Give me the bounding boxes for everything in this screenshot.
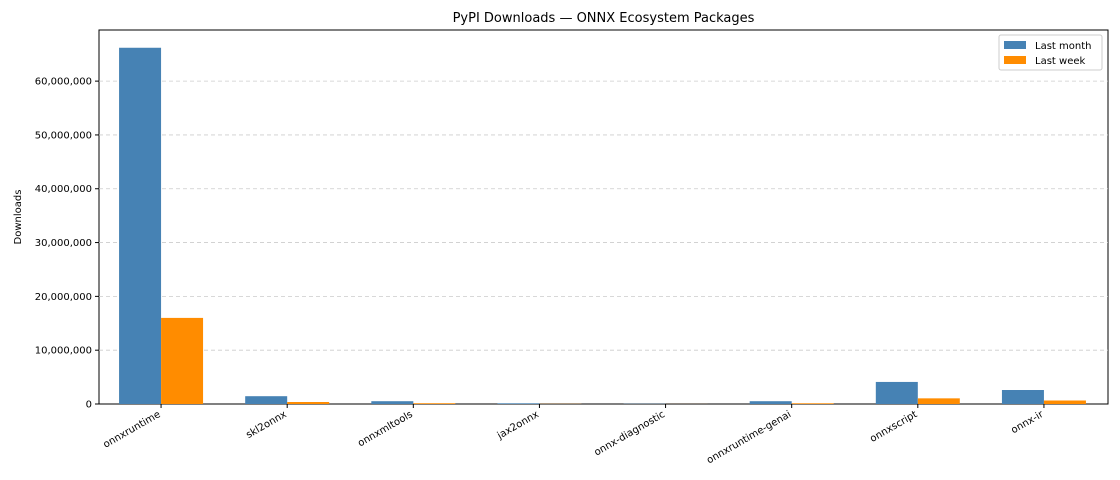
- y-axis-label: Downloads: [13, 190, 24, 245]
- x-tick-label: onnx-ir: [1009, 409, 1046, 437]
- bar-last-month: [371, 401, 414, 404]
- x-tick-label: onnxmltools: [356, 409, 415, 449]
- bar-last-month: [119, 47, 162, 405]
- y-tick-label: 0: [86, 400, 92, 411]
- x-axis: onnxruntime skl2onnx onnxmltools jax2onnx on…: [102, 404, 1046, 466]
- bar-last-month: [749, 401, 792, 404]
- x-tick-label: onnxruntime: [102, 409, 163, 451]
- x-tick-label: onnx-diagnostic: [592, 409, 667, 458]
- y-tick-label: 40,000,000: [35, 184, 92, 195]
- y-tick-label: 10,000,000: [35, 346, 92, 357]
- bar-last-week: [1043, 400, 1086, 404]
- legend: Last month Last week: [998, 34, 1103, 71]
- legend-label: Last week: [1035, 56, 1085, 67]
- legend-swatch: [1004, 56, 1026, 64]
- bars: [119, 47, 1086, 405]
- y-tick-label: 30,000,000: [35, 238, 92, 249]
- bar-last-month: [497, 403, 540, 404]
- x-tick-label: onnxscript: [868, 409, 919, 445]
- bar-last-week: [917, 398, 960, 404]
- bar-last-month: [875, 381, 918, 404]
- y-tick-label: 60,000,000: [35, 77, 92, 88]
- legend-label: Last month: [1035, 41, 1091, 52]
- grid-lines: [99, 80, 1108, 351]
- bar-last-week: [287, 402, 330, 404]
- x-tick-label: jax2onnx: [495, 409, 541, 442]
- y-axis: 0 10,000,000 20,000,000 30,000,000 40,000,00…: [35, 77, 99, 411]
- x-tick-label: onnxruntime-genai: [705, 409, 793, 466]
- bar-last-month: [245, 396, 288, 404]
- chart-title: PyPI Downloads — ONNX Ecosystem Packages: [453, 11, 755, 26]
- bar-last-week: [413, 403, 456, 404]
- bar-last-week: [161, 317, 204, 404]
- plot-area: [98, 29, 1109, 405]
- bar-last-week: [791, 403, 834, 404]
- bar-last-month: [1001, 390, 1044, 404]
- y-tick-label: 20,000,000: [35, 292, 92, 303]
- x-tick-label: skl2onnx: [244, 409, 288, 441]
- y-tick-label: 50,000,000: [35, 130, 92, 141]
- legend-swatch: [1004, 41, 1026, 49]
